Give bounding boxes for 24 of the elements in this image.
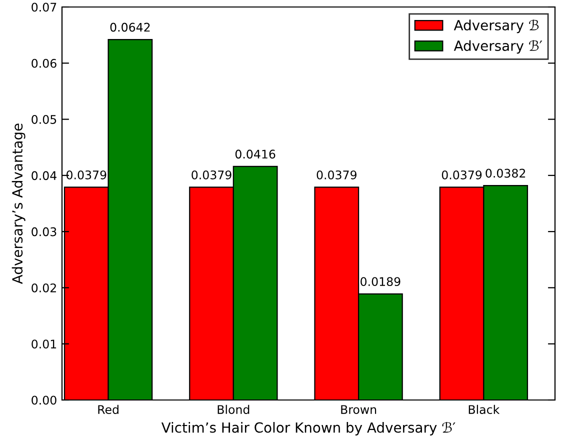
x-tick-label: Black [468, 404, 500, 414]
data-label: 0.0642 [110, 22, 150, 32]
data-label: 0.0379 [316, 170, 356, 180]
legend-label: Adversary ℬ′ [454, 40, 542, 54]
y-tick-label: 0.05 [32, 115, 56, 124]
x-tick-label: Red [98, 404, 118, 414]
x-axis-title: Victim’s Hair Color Known by Adversary ℬ′ [161, 422, 456, 436]
legend-label: Adversary ℬ [454, 20, 539, 34]
data-label: 0.0379 [442, 170, 482, 180]
x-tick-label: Blond [218, 404, 250, 414]
data-label: 0.0382 [486, 168, 526, 178]
y-axis-title: Adversary’s Advantage [12, 124, 26, 284]
y-tick-label: 0.02 [32, 283, 56, 292]
y-tick-label: 0.06 [32, 58, 56, 68]
y-tick-label: 0.07 [32, 2, 56, 12]
data-label: 0.0379 [66, 170, 106, 180]
y-tick-label: 0.01 [32, 340, 56, 349]
y-tick-label: 0.04 [32, 171, 56, 180]
y-tick-label: 0.03 [32, 227, 56, 236]
y-tick-label: 0.00 [32, 396, 56, 405]
data-label: 0.0416 [235, 150, 276, 159]
data-label: 0.0189 [360, 277, 400, 286]
x-tick-label: Brown [341, 405, 376, 414]
data-label: 0.0379 [192, 170, 232, 180]
